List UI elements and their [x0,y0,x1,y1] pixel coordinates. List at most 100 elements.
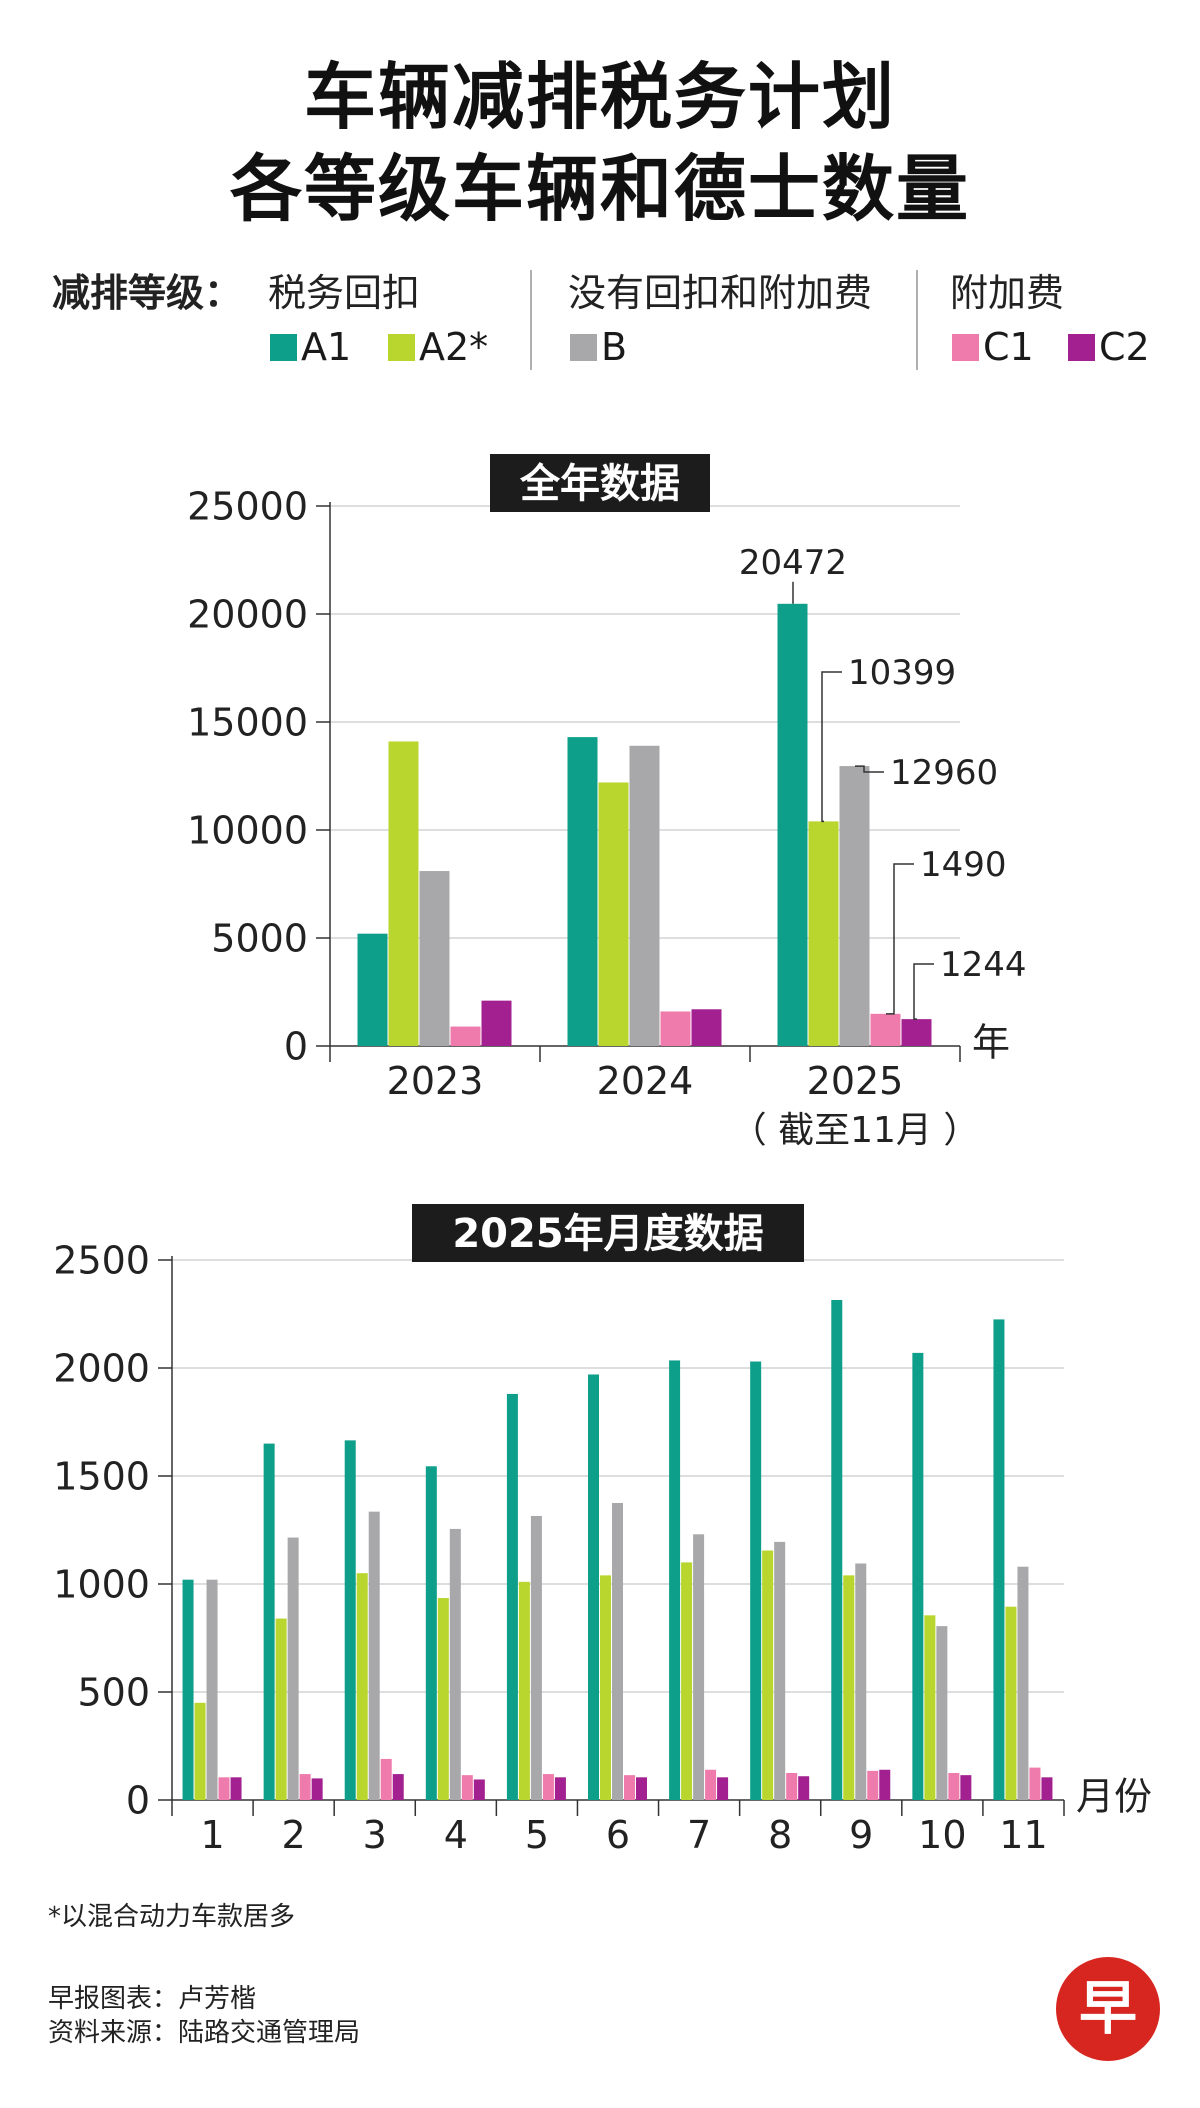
annotation-label: 1490 [920,845,1007,885]
x-tick-label: 2024 [597,1059,694,1103]
bar-c2 [798,1776,810,1800]
bar-b [287,1537,299,1800]
x-tick-label: 11 [999,1813,1047,1857]
legend-group-none: 没有回扣和附加费 [568,271,873,315]
bar-a2 [356,1573,368,1800]
annotation-leader [821,671,842,823]
annotation-leader [913,963,934,1020]
bar-c1 [299,1774,311,1800]
legend-item-c2: C2 [1068,325,1150,369]
bar-a1 [425,1466,437,1800]
bar-c1 [380,1758,392,1800]
x-axis-label: 月份 [1076,1775,1152,1819]
legend-item-a2: A2* [388,325,488,369]
x-tick-label: 1 [200,1813,224,1857]
bar-c2 [717,1777,729,1800]
bar-b [693,1534,705,1800]
x-tick-label: 2025 [807,1059,904,1103]
x-tick-sublabel: （ 截至11月 ） [731,1110,980,1151]
bar-c1 [705,1769,717,1800]
bar-a2 [924,1615,936,1800]
bar-a1 [993,1319,1005,1800]
bar-c1 [867,1770,879,1800]
y-tick-label: 15000 [187,701,308,745]
bar-a1 [506,1393,518,1800]
legend-item-b: B [570,325,627,369]
bar-c1 [461,1775,473,1800]
legend-label-b: B [601,325,628,369]
y-tick-label: 2500 [53,1239,150,1283]
legend-swatch-b [570,333,597,361]
x-axis-label: 年 [972,1021,1010,1065]
legend-item-a1: A1 [270,325,351,369]
bar-a1 [344,1440,356,1800]
legend-label-c2: C2 [1099,325,1150,369]
bar-a2 [843,1575,855,1800]
main-title-line-2: 各等级车辆和德士数量 [229,147,970,231]
bar-a1 [588,1374,599,1800]
bar-b [855,1563,867,1800]
chart-title-badge [490,454,710,512]
chart-title: 2025年月度数据 [452,1211,763,1257]
bar-a1 [567,737,598,1046]
bar-a1 [182,1579,194,1800]
y-tick-label: 1000 [53,1563,150,1607]
y-tick-label: 2000 [53,1347,150,1391]
legend-label-c1: C1 [983,325,1034,369]
bar-c1 [624,1775,635,1800]
annotation-label: 1244 [940,945,1027,985]
annotation-leader [855,765,884,773]
bar-b [774,1541,786,1800]
monthly-bar-chart: 0 500 1000 1500 2000 2500 2025年月度数据 1 2 3 4 5 6 7 8 9 10… [53,1204,1152,1857]
legend-item-c1: C1 [952,325,1034,369]
chart-title-badge [412,1204,804,1262]
x-tick-label: 6 [606,1813,630,1857]
bar-b [629,745,660,1046]
bar-a1 [750,1361,762,1800]
bar-a1 [669,1360,681,1800]
y-tick-label: 20000 [187,593,308,637]
bar-a2 [1005,1606,1017,1800]
bar-c1 [786,1773,798,1800]
y-tick-label: 10000 [187,809,308,853]
annual-bar-chart: 0 5000 10000 15000 20000 25000 全年数据 2023 2024 202… [187,454,1027,1151]
x-tick-label: 7 [687,1813,711,1857]
bar-a2 [808,821,839,1046]
y-tick-label: 5000 [211,917,308,961]
bar-c2 [691,1009,722,1046]
annotation-label: 20472 [739,543,847,583]
y-tick-label: 1500 [53,1455,150,1499]
legend-swatch-a2 [388,333,415,361]
legend-heading: 减排等级： [52,271,243,315]
bar-b [419,871,450,1046]
bar-c2 [311,1778,323,1800]
bar-c1 [948,1773,960,1800]
legend-divider [916,270,918,370]
x-tick-label: 9 [849,1813,873,1857]
x-tick-label: 2 [282,1813,306,1857]
bar-a1 [263,1443,275,1800]
annotation-leader [886,863,914,1015]
bar-b [612,1503,623,1800]
bar-a2 [437,1598,449,1800]
x-tick-label: 4 [444,1813,468,1857]
x-tick-label: 10 [918,1813,966,1857]
credit-chart-by: 早报图表：卢芳楷 [48,1984,257,2014]
y-tick-label: 0 [284,1025,308,1069]
annotation-label: 12960 [890,753,998,793]
bar-c2 [960,1775,972,1800]
x-tick-label: 8 [768,1813,792,1857]
legend-swatch-a1 [270,333,297,361]
credit-source: 资料来源：陆路交通管理局 [48,2018,361,2048]
footnote: *以混合动力车款居多 [48,1902,296,1932]
bar-b [368,1511,380,1800]
bar-a2 [275,1618,287,1800]
bar-c1 [870,1013,901,1046]
legend-divider [530,270,532,370]
legend-group-surcharge: 附加费 [950,271,1065,315]
legend-swatch-c2 [1068,333,1095,361]
annotation-label: 10399 [848,653,956,693]
bar-a1 [777,603,808,1046]
bar-a2 [600,1575,611,1800]
